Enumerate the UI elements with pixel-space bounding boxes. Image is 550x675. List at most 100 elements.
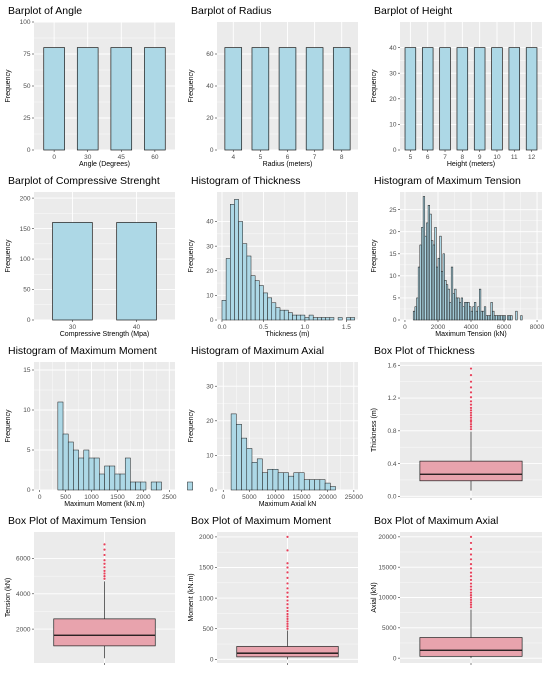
histogram-bar	[236, 424, 242, 491]
x-tick-label: 2000	[431, 324, 446, 331]
outlier-point	[469, 406, 473, 409]
y-tick-label: 40	[206, 83, 214, 90]
x-tick-label: 20000	[319, 494, 337, 501]
x-tick-label: 1.5	[342, 324, 351, 331]
chart-svg-axial-hist: Histogram of Maximum Axial 0 10 20 30 0 5000 10…	[188, 345, 363, 508]
histogram-bar	[267, 468, 274, 491]
y-tick-label: 50	[23, 83, 31, 90]
histogram-bar	[304, 317, 310, 321]
y-tick-label: 0.8	[387, 428, 396, 435]
outlier-point	[286, 620, 289, 623]
outlier-point	[469, 403, 473, 406]
bar	[52, 222, 93, 321]
x-tick-label: 9	[478, 154, 482, 161]
chart-panel-thickness-hist: Histogram of Thickness 0 10 20 30 40 0.0 0.5 1.0…	[183, 170, 366, 340]
x-tick-label: 12	[528, 154, 536, 161]
y-tick-label: 20	[206, 115, 214, 122]
chart-panel-tension-box: Box Plot of Maximum Tension 2000 4000 6000 T…	[0, 510, 183, 675]
histogram-bar	[303, 479, 310, 491]
x-tick-label: 8000	[530, 324, 545, 331]
histogram-bar	[109, 465, 116, 491]
x-tick-label: 6	[426, 154, 430, 161]
y-tick-label: 500	[203, 626, 214, 633]
outlier-point	[469, 380, 473, 383]
outlier-point	[286, 609, 289, 613]
histogram-bar	[317, 317, 322, 321]
outlier-point	[286, 625, 289, 628]
y-tick-label: 25	[23, 115, 31, 122]
bar	[251, 47, 270, 151]
histogram-bar	[277, 472, 284, 491]
outlier-point	[286, 576, 289, 580]
y-tick-label: 0	[27, 487, 31, 494]
outlier-point	[286, 615, 289, 618]
outlier-point	[469, 367, 473, 370]
histogram-bar	[308, 314, 314, 321]
outlier-point	[286, 591, 289, 594]
chart-svg-axial-box: Box Plot of Maximum Axial 0 5000 10000 15000…	[371, 515, 542, 665]
bar	[508, 47, 521, 151]
histogram-bar	[251, 462, 258, 491]
chart-panel-radius: Barplot of Radius 0 20 40 60 4 5 6 7 8 Radius (met…	[183, 0, 366, 170]
histogram-bar	[515, 310, 518, 321]
outlier-point	[469, 596, 473, 599]
x-axis-label: Maximum Moment (kN.m)	[64, 501, 145, 508]
outlier-point	[469, 603, 473, 606]
x-tick-label: 0	[38, 494, 42, 501]
x-tick-label: 1000	[84, 494, 99, 501]
outlier-point	[286, 549, 289, 552]
histogram-bar	[330, 486, 336, 491]
outlier-point	[286, 606, 289, 610]
x-tick-label: 0.0	[217, 324, 226, 331]
outlier-point	[103, 577, 106, 580]
y-tick-label: 5000	[382, 625, 397, 632]
x-tick-label: 0	[52, 154, 56, 161]
y-tick-label: 50	[23, 287, 31, 294]
x-tick-label: 30	[84, 154, 92, 161]
y-tick-label: 20	[206, 418, 214, 425]
chart-title: Histogram of Maximum Tension	[374, 175, 521, 187]
histogram-bar	[272, 468, 279, 491]
outlier-point	[286, 617, 289, 621]
y-tick-label: 0	[210, 317, 214, 324]
y-tick-label: 2000	[199, 534, 214, 541]
x-tick-label: 500	[60, 494, 71, 501]
y-tick-label: 0.4	[387, 461, 396, 468]
histogram-bar	[256, 458, 263, 491]
histogram-bar	[319, 479, 326, 491]
chart-svg-tension-hist: Histogram of Maximum Tension 0 5 10 15 20 25 0 2…	[371, 175, 545, 338]
outlier-point	[469, 416, 473, 419]
histogram-bar	[150, 481, 157, 491]
x-tick-label: 11	[511, 154, 518, 161]
y-tick-label: 0	[27, 147, 31, 154]
x-axis-label: Compressive Strength (Mpa)	[60, 331, 149, 338]
chart-svg-thickness-hist: Histogram of Thickness 0 10 20 30 40 0.0 0.5 1.0…	[188, 175, 358, 338]
histogram-bar	[510, 315, 513, 321]
histogram-bar	[230, 204, 235, 321]
y-axis-label: Frequency	[371, 239, 378, 273]
histogram-bar	[520, 315, 523, 321]
y-axis-label: Tension (kN)	[5, 578, 12, 617]
y-tick-label: 5	[27, 447, 31, 454]
x-tick-label: 10000	[266, 494, 284, 501]
histogram-bar	[483, 306, 487, 321]
histogram-bar	[246, 255, 252, 321]
x-axis-label: Maximum Tension (kN)	[435, 331, 506, 338]
y-tick-label: 0.0	[387, 494, 396, 501]
outlier-point	[469, 535, 473, 538]
bar	[525, 47, 538, 151]
y-tick-label: 20000	[378, 534, 396, 541]
histogram-bar	[329, 317, 335, 321]
y-axis-label: Frequency	[5, 239, 12, 273]
bar	[332, 47, 351, 151]
outlier-point	[469, 374, 473, 377]
histogram-bar	[288, 475, 295, 491]
y-tick-label: 10	[389, 122, 397, 129]
x-tick-label: 25000	[345, 494, 363, 501]
x-tick-label: 5	[259, 154, 263, 161]
histogram-bar	[242, 243, 248, 321]
outlier-point	[469, 553, 473, 556]
chart-panel-axial-hist: Histogram of Maximum Axial 0 10 20 30 0 5000 10…	[183, 340, 366, 510]
chart-title: Barplot of Height	[374, 5, 452, 17]
histogram-bar	[135, 481, 142, 491]
